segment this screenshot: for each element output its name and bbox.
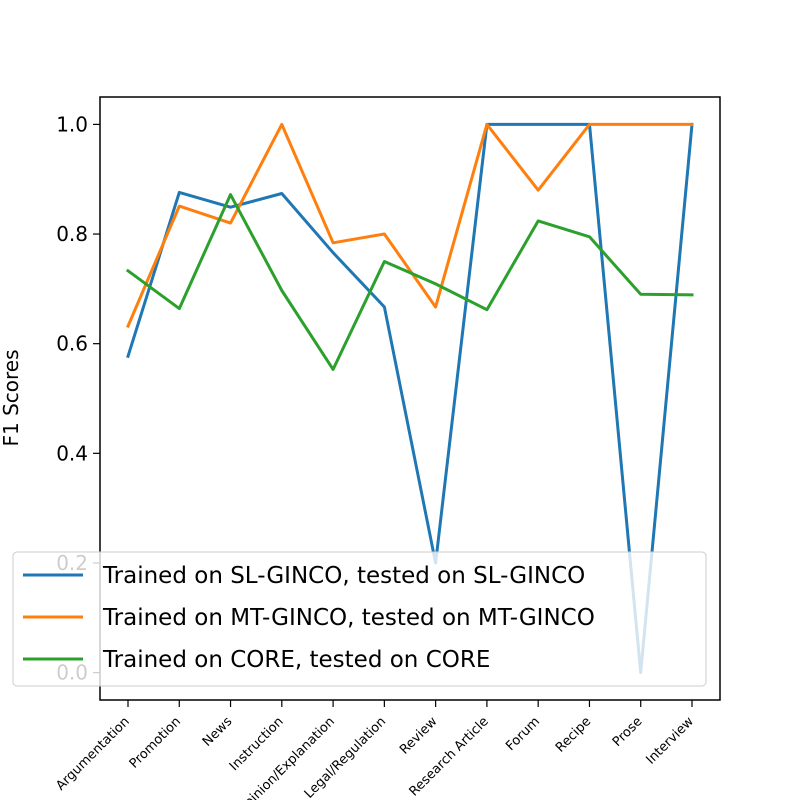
series-line-3 (125, 193, 694, 371)
series-line-1 (126, 122, 694, 675)
legend-label-2: Trained on MT-GINCO, tested on MT-GINCO (102, 605, 595, 631)
plot-frame (99, 96, 721, 701)
x-tick-label: Argumentation (53, 714, 132, 793)
y-tick-label: 0.6 (56, 332, 88, 356)
y-tick-label: 0.4 (56, 441, 88, 465)
series-layer (125, 122, 694, 675)
legend-label-3: Trained on CORE, tested on CORE (102, 647, 490, 673)
legend-box (12, 551, 707, 687)
x-tick-label: Forum (503, 714, 543, 754)
x-tick-label: Review (397, 714, 441, 758)
y-tick-label: 1.0 (56, 112, 88, 136)
x-tick-label: Interview (643, 714, 697, 768)
legend-label-1: Trained on SL-GINCO, tested on SL-GINCO (102, 563, 585, 589)
series-line-2 (126, 122, 694, 329)
y-axis-label: F1 Scores (0, 349, 23, 446)
y-tick-label: 0.8 (56, 222, 88, 246)
x-tick-label: Prose (610, 714, 646, 750)
x-tick-label: News (200, 714, 236, 750)
x-tick-label: Recipe (553, 714, 594, 755)
legend: Trained on SL-GINCO, tested on SL-GINCO T… (12, 551, 707, 687)
x-tick-label: Promotion (127, 714, 184, 771)
